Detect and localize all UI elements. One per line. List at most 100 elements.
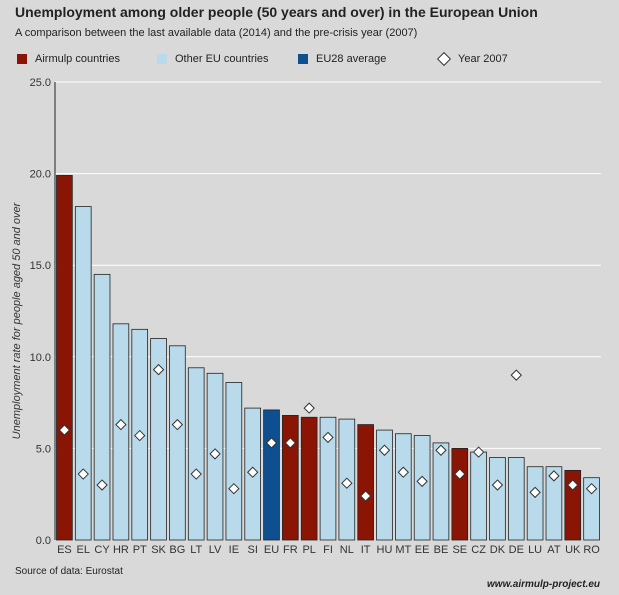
marker-2007-se <box>454 468 466 480</box>
bar-hr <box>112 323 130 541</box>
bar-de <box>507 457 525 541</box>
legend-item-airmulp: Airmulp countries <box>17 51 120 67</box>
x-tick-label-ie: IE <box>229 544 239 556</box>
x-tick-label-hu: HU <box>377 544 393 556</box>
bar-ee <box>413 435 431 541</box>
x-tick-label-si: SI <box>247 544 257 556</box>
x-tick-label-ee: EE <box>415 544 430 556</box>
bar-be <box>432 442 450 541</box>
y-tick-label: 15.0 <box>30 260 51 272</box>
x-tick-label-cz: CZ <box>471 544 486 556</box>
marker-2007-ro <box>585 482 598 495</box>
x-tick-label-de: DE <box>509 544 524 556</box>
x-tick-label-pt: PT <box>133 544 147 556</box>
chart-title: Unemployment among older people (50 year… <box>15 4 538 20</box>
chart-subtitle: A comparison between the last available … <box>15 27 418 39</box>
legend-label-airmulp: Airmulp countries <box>35 53 120 65</box>
bar-es <box>56 175 73 541</box>
x-tick-label-fr: FR <box>283 544 298 556</box>
y-tick-label: 25.0 <box>30 77 51 89</box>
legend-label-eu28: EU28 average <box>316 53 387 65</box>
marker-2007-at <box>548 470 560 482</box>
x-tick-label-lu: LU <box>528 544 542 556</box>
site-link[interactable]: www.airmulp-project.eu <box>487 579 600 590</box>
bar-it <box>357 424 374 541</box>
x-tick-label-cy: CY <box>94 544 110 556</box>
bar-uk <box>564 469 582 541</box>
marker-2007-pl <box>303 402 315 414</box>
marker-2007-cy <box>96 479 108 491</box>
x-tick-label-pl: PL <box>302 544 315 556</box>
x-tick-label-uk: UK <box>565 544 581 556</box>
x-tick-label-fi: FI <box>323 544 333 556</box>
marker-2007-nl <box>341 477 353 489</box>
marker-2007-mt <box>397 466 410 478</box>
marker-2007-be <box>435 444 447 456</box>
y-tick-label: 5.0 <box>36 443 51 455</box>
legend-item-year-2007: Year 2007 <box>436 51 508 67</box>
legend-swatch-airmulp <box>17 54 27 64</box>
x-tick-label-nl: NL <box>340 544 354 556</box>
legend-swatch-eu28 <box>298 54 308 64</box>
marker-2007-sk <box>152 363 165 376</box>
bar-at <box>545 466 563 541</box>
bar-eu <box>263 409 280 541</box>
marker-2007-fi <box>322 431 334 444</box>
source-note: Source of data: Eurostat <box>15 566 123 577</box>
x-tick-label-lv: LV <box>209 544 222 556</box>
x-tick-label-mt: MT <box>395 544 411 556</box>
x-tick-label-it: IT <box>361 544 371 556</box>
bar-fr <box>282 415 299 541</box>
bar-lu <box>526 466 544 541</box>
bars-layer <box>56 175 600 541</box>
bar-se <box>451 447 469 541</box>
x-tick-label-se: SE <box>452 544 467 556</box>
bar-pl <box>300 416 318 541</box>
marker-2007-lu <box>529 486 541 499</box>
legend-label-other: Other EU countries <box>175 53 269 65</box>
legend-item-other: Other EU countries <box>157 51 269 67</box>
x-tick-label-lt: LT <box>190 544 202 556</box>
bar-cy <box>93 273 111 541</box>
y-tick-label: 20.0 <box>30 169 51 181</box>
marker-2007-dk <box>491 479 504 491</box>
y-axis-title: Unemployment rate for people aged 50 and… <box>11 201 23 439</box>
marker-2007-si <box>246 466 259 478</box>
bar-ro <box>583 477 600 541</box>
legend-item-eu28: EU28 average <box>298 51 386 67</box>
x-tick-label-el: EL <box>77 544 90 556</box>
x-tick-label-bg: BG <box>169 544 185 556</box>
x-tick-label-be: BE <box>434 544 449 556</box>
y-tick-label: 10.0 <box>30 352 51 364</box>
marker-2007-ee <box>416 475 428 488</box>
x-tick-label-sk: SK <box>151 544 166 556</box>
marker-2007-el <box>77 468 89 480</box>
markers-layer <box>58 363 598 502</box>
marker-2007-lv <box>209 448 221 460</box>
marker-2007-bg <box>171 418 184 431</box>
x-tick-label-dk: DK <box>490 544 506 556</box>
bar-sk <box>150 338 167 541</box>
bar-bg <box>169 345 186 541</box>
marker-2007-ie <box>228 482 240 495</box>
legend: Airmulp countries Other EU countries EU2… <box>0 51 619 67</box>
marker-2007-hr <box>115 418 127 431</box>
x-tick-label-ro: RO <box>583 544 600 556</box>
marker-2007-fr <box>284 437 297 449</box>
marker-2007-lt <box>190 468 202 480</box>
bar-fi <box>319 416 337 541</box>
marker-2007-pt <box>134 429 146 442</box>
marker-2007-eu <box>265 437 278 449</box>
x-tick-label-at: AT <box>547 544 561 556</box>
legend-swatch-other <box>157 54 167 64</box>
axis-layer: 0.0 5.0 10.0 15.0 20.0 25.0 Unemployment rate … <box>11 77 600 556</box>
bar-mt <box>395 433 412 541</box>
marker-2007-it <box>359 490 372 502</box>
bar-el <box>74 206 92 541</box>
x-tick-label-eu: EU <box>264 544 279 556</box>
marker-2007-hu <box>378 444 391 456</box>
bar-cz <box>470 451 487 541</box>
marker-2007-uk <box>567 479 579 491</box>
y-tick-label: 0.0 <box>36 535 51 547</box>
